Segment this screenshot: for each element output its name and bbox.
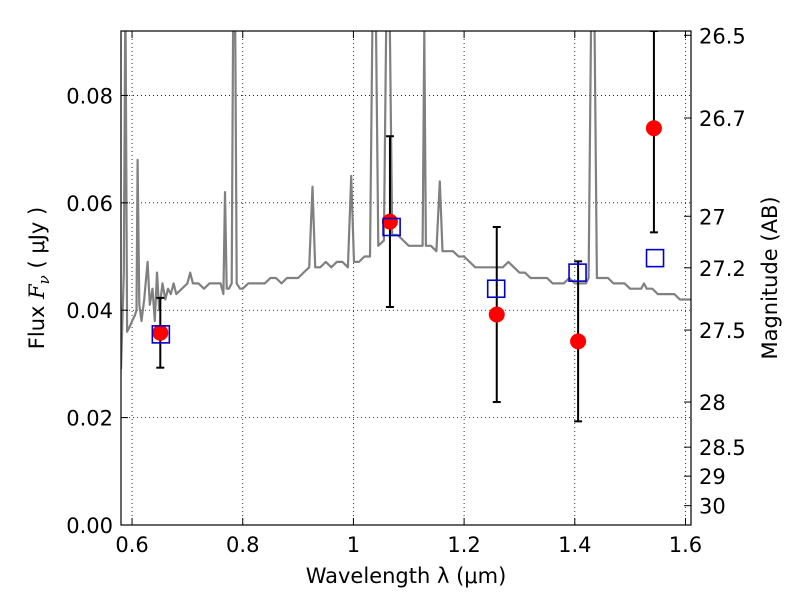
y-axis-title-unit: ( μJy )	[25, 207, 49, 275]
x-tick-label: 0.6	[115, 533, 148, 557]
right-tick-label: 28	[699, 391, 726, 415]
y-tick-label: 0.00	[66, 514, 113, 538]
tick-labels: 0.6 0.8 1 1.2 1.4 1.6 0.00 0.02 0.04 0.06 0.08 26.5…	[66, 24, 746, 557]
x-tick-label: 0.8	[226, 533, 259, 557]
spectrum-series	[121, 31, 691, 370]
x-tick-label: 1.6	[669, 533, 702, 557]
grid-lines	[121, 31, 691, 525]
x-tick-label: 1.4	[558, 533, 591, 557]
right-tick-label: 27	[699, 205, 726, 229]
y-tick-label: 0.08	[66, 84, 113, 108]
flux-circle-marker	[645, 120, 662, 137]
x-axis-title: Wavelength λ (μm)	[306, 564, 507, 588]
flux-circle-marker	[381, 213, 398, 230]
x-tick-label: 1.2	[447, 533, 480, 557]
right-tick-label: 29	[699, 465, 726, 489]
model-flux-points	[151, 217, 665, 344]
flux-circle-marker	[152, 324, 169, 341]
right-tick-label: 28.5	[699, 436, 746, 460]
right-tick-label: 26.7	[699, 107, 746, 131]
y-axis-title-symbol: F	[25, 283, 49, 300]
plot-area	[121, 31, 691, 423]
model-square-marker	[645, 248, 665, 268]
right-tick-label: 30	[699, 495, 726, 519]
spectrum-line	[121, 31, 691, 370]
y-axis-title: Flux Fν ( μJy )	[25, 207, 53, 349]
y-tick-label: 0.06	[66, 192, 113, 216]
y-tick-label: 0.04	[66, 299, 113, 323]
model-square-marker	[568, 263, 587, 282]
model-square-marker	[486, 279, 506, 299]
y-axis-title-subscript: ν	[35, 275, 53, 284]
model-square-marker	[151, 325, 171, 344]
right-axis-title: Magnitude (AB)	[758, 196, 782, 359]
model-square-marker	[382, 217, 401, 237]
y-tick-label: 0.02	[66, 407, 113, 431]
y-axis-title-prefix: Flux	[25, 299, 49, 349]
right-tick-label: 27.5	[699, 319, 746, 343]
right-tick-label: 26.5	[699, 24, 746, 48]
plot-frame	[120, 30, 692, 526]
x-tick-label: 1	[347, 533, 360, 557]
axis-ticks	[121, 31, 691, 526]
flux-circle-marker	[488, 306, 505, 323]
right-tick-label: 27.2	[699, 257, 746, 281]
flux-circle-marker	[570, 333, 587, 350]
